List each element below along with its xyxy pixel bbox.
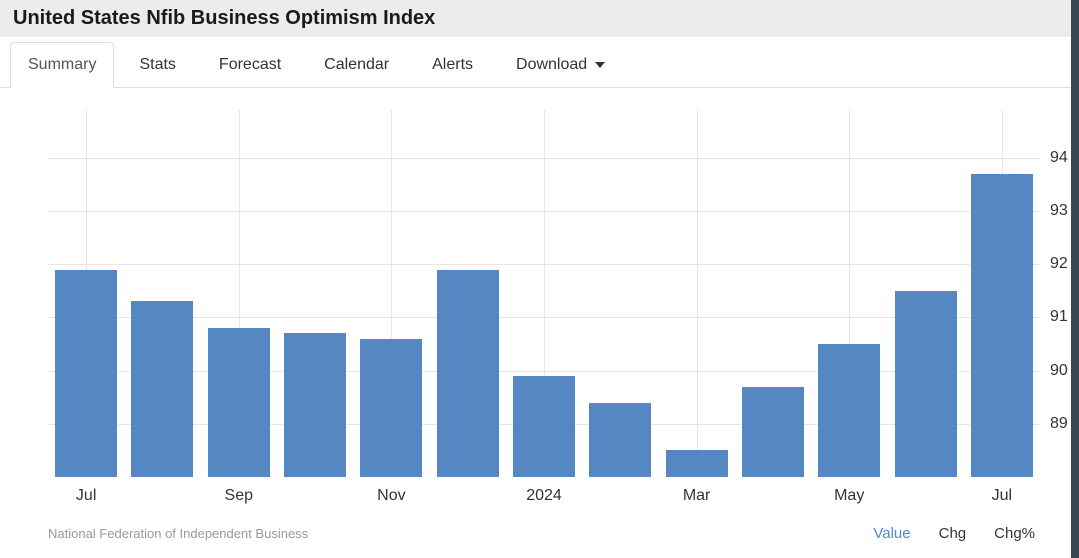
- gridline-v: [696, 110, 698, 477]
- bar-Jul[interactable]: [970, 173, 1033, 477]
- y-tick-label: 89: [1050, 414, 1068, 432]
- bar-2024[interactable]: [513, 375, 575, 477]
- chart-container: 89 90 91 92 93 94 Jul Sep Nov 2024 Mar May Jul Nati…: [0, 88, 1079, 558]
- gridline-v: [238, 110, 240, 477]
- tab-calendar[interactable]: Calendar: [324, 56, 390, 73]
- bar-Jul[interactable]: [55, 269, 118, 477]
- chg-pct-link[interactable]: Chg%: [994, 525, 1035, 542]
- bar-Apr[interactable]: [741, 386, 804, 477]
- bar-Jun[interactable]: [894, 290, 957, 477]
- bar-Nov[interactable]: [360, 338, 423, 477]
- tab-stats[interactable]: Stats: [139, 56, 176, 73]
- chevron-down-icon: [595, 61, 606, 68]
- y-tick-label: 90: [1050, 361, 1068, 379]
- x-tick-label: May: [834, 487, 865, 504]
- bar-Oct[interactable]: [284, 333, 347, 477]
- y-tick-label: 92: [1050, 255, 1068, 273]
- source-attribution: National Federation of Independent Busin…: [48, 526, 309, 541]
- x-tick-label: Nov: [377, 487, 406, 504]
- tab-download-label: Download: [516, 56, 588, 73]
- x-tick-label: Jul: [75, 487, 97, 504]
- series-toggle-links: Value Chg Chg%: [873, 525, 1035, 542]
- y-tick-label: 91: [1050, 308, 1068, 326]
- tab-bar: Summary Stats Forecast Calendar Alerts D…: [0, 37, 1079, 88]
- bar-May[interactable]: [818, 344, 881, 477]
- chg-link[interactable]: Chg: [938, 525, 967, 542]
- bar-Mar[interactable]: [665, 450, 728, 477]
- gridline-v: [849, 110, 851, 477]
- tab-alerts[interactable]: Alerts: [432, 56, 474, 73]
- gridline-v: [544, 110, 545, 477]
- right-edge-panel: [1071, 0, 1079, 558]
- tab-forecast[interactable]: Forecast: [218, 56, 282, 73]
- page-title: United States Nfib Business Optimism Ind…: [13, 7, 436, 29]
- x-tick-label: Jul: [991, 487, 1013, 504]
- x-axis-labels: Jul Sep Nov 2024 Mar May Jul: [48, 487, 1040, 509]
- x-tick-label: Mar: [682, 487, 711, 504]
- bar-Aug[interactable]: [131, 301, 194, 477]
- plot-area: [48, 110, 1040, 477]
- x-tick-label: 2024: [526, 487, 562, 504]
- bar-Dec[interactable]: [436, 269, 499, 477]
- tab-download[interactable]: Download: [498, 42, 623, 88]
- value-link[interactable]: Value: [873, 525, 911, 542]
- bar-Sep[interactable]: [207, 328, 270, 477]
- page-header: United States Nfib Business Optimism Ind…: [0, 0, 1079, 37]
- y-axis-labels: 89 90 91 92 93 94: [1046, 110, 1078, 477]
- y-tick-label: 94: [1050, 148, 1068, 166]
- chart-footer: National Federation of Independent Busin…: [48, 525, 1035, 542]
- gridline-v: [391, 110, 393, 477]
- tab-summary[interactable]: Summary: [10, 42, 115, 88]
- x-tick-label: Sep: [224, 487, 253, 504]
- y-tick-label: 93: [1050, 202, 1068, 220]
- bar-Feb[interactable]: [589, 402, 652, 477]
